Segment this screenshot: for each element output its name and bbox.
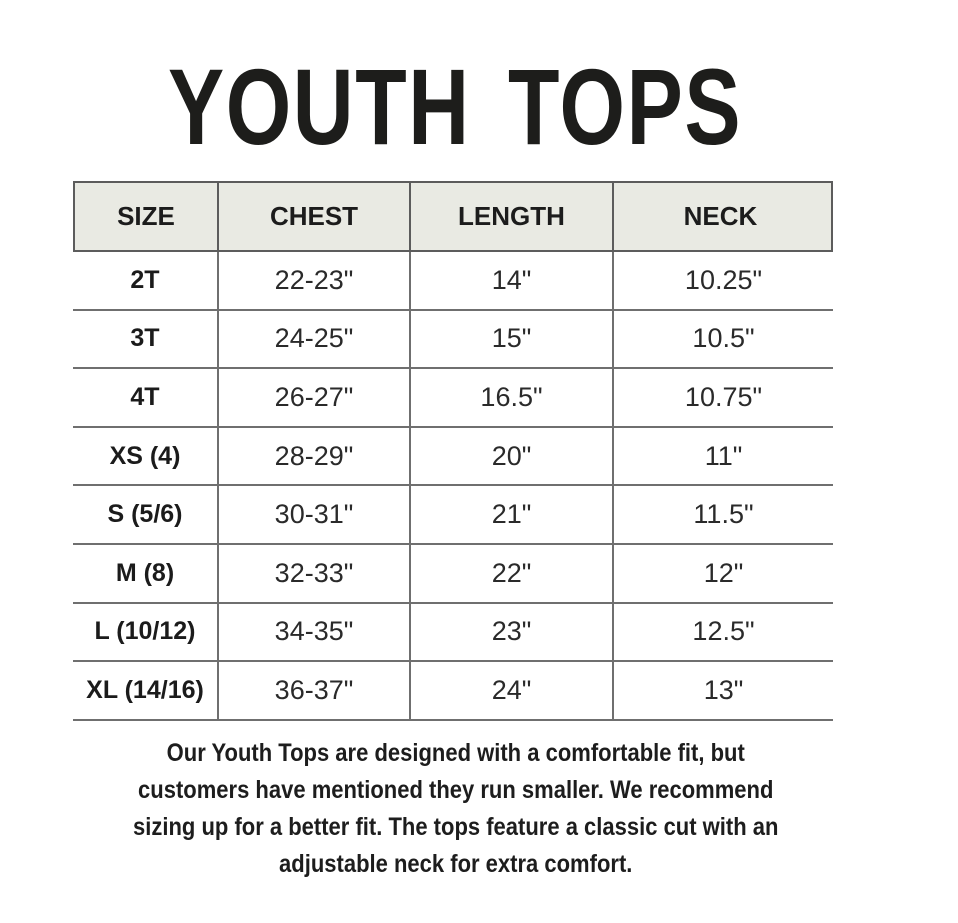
cell-chest: 28-29" bbox=[217, 427, 409, 485]
fit-note-text: Our Youth Tops are designed with a comfo… bbox=[133, 735, 778, 883]
cell-neck: 11" bbox=[612, 427, 833, 485]
cell-neck: 12.5" bbox=[612, 603, 833, 661]
header-cell-length: LENGTH bbox=[409, 183, 612, 250]
cell-chest: 32-33" bbox=[217, 544, 409, 602]
cell-length: 16.5" bbox=[409, 369, 612, 426]
cell-length: 14" bbox=[409, 252, 612, 309]
cell-size: XL (14/16) bbox=[86, 675, 204, 704]
table-row: XL (14/16) 36-37" 24" 13" bbox=[73, 662, 833, 721]
cell-length: 15" bbox=[409, 310, 612, 368]
table-row: M (8) 32-33" 22" 12" bbox=[73, 544, 833, 604]
cell-chest: 22-23" bbox=[217, 252, 409, 309]
size-table: SIZE CHEST LENGTH NECK 2T 22-23" 14" 10.25"… bbox=[73, 181, 833, 721]
table-header-row: SIZE CHEST LENGTH NECK bbox=[73, 181, 833, 252]
cell-length: 23" bbox=[409, 603, 612, 661]
cell-chest: 36-37" bbox=[217, 662, 409, 719]
table-row: XS (4) 28-29" 20" 11" bbox=[73, 427, 833, 487]
cell-neck: 10.75" bbox=[612, 369, 833, 426]
page-title-text: YOUTH TOPS bbox=[167, 46, 743, 167]
cell-neck: 10.25" bbox=[612, 252, 833, 309]
cell-length: 24" bbox=[409, 662, 612, 719]
table-row: L (10/12) 34-35" 23" 12.5" bbox=[73, 603, 833, 663]
cell-neck: 12" bbox=[612, 544, 833, 602]
fit-note-line: adjustable neck for extra comfort. bbox=[279, 850, 633, 878]
table-row: 3T 24-25" 15" 10.5" bbox=[73, 310, 833, 370]
header-cell-chest: CHEST bbox=[217, 183, 409, 250]
cell-chest: 26-27" bbox=[217, 369, 409, 426]
fit-note-line: Our Youth Tops are designed with a comfo… bbox=[166, 739, 746, 767]
cell-chest: 24-25" bbox=[217, 310, 409, 368]
cell-neck: 11.5" bbox=[612, 486, 833, 543]
cell-length: 21" bbox=[409, 486, 612, 543]
fit-note-line: customers have mentioned they run smalle… bbox=[138, 776, 774, 804]
cell-size: 2T bbox=[130, 265, 160, 294]
cell-chest: 30-31" bbox=[217, 486, 409, 543]
cell-size: XS (4) bbox=[109, 441, 181, 470]
table-row: 2T 22-23" 14" 10.25" bbox=[73, 252, 833, 311]
cell-length: 20" bbox=[409, 427, 612, 485]
header-cell-neck: NECK bbox=[612, 183, 827, 250]
table-row: S (5/6) 30-31" 21" 11.5" bbox=[73, 486, 833, 545]
cell-size: 4T bbox=[130, 382, 160, 411]
fit-note: Our Youth Tops are designed with a comfo… bbox=[0, 735, 912, 883]
cell-chest: 34-35" bbox=[217, 603, 409, 661]
cell-neck: 13" bbox=[612, 662, 833, 719]
cell-size: 3T bbox=[130, 324, 160, 353]
header-cell-size: SIZE bbox=[117, 201, 175, 231]
fit-note-line: sizing up for a better fit. The tops fea… bbox=[133, 813, 779, 841]
cell-size: M (8) bbox=[115, 558, 175, 587]
cell-size: L (10/12) bbox=[94, 617, 196, 646]
cell-size: S (5/6) bbox=[107, 500, 183, 529]
cell-neck: 10.5" bbox=[612, 310, 833, 368]
page-title: YOUTH TOPS bbox=[0, 53, 910, 161]
table-row: 4T 26-27" 16.5" 10.75" bbox=[73, 369, 833, 428]
table-body: 2T 22-23" 14" 10.25" 3T 24-25" 15" 10.5" 4T 26-27… bbox=[73, 252, 833, 721]
cell-length: 22" bbox=[409, 544, 612, 602]
